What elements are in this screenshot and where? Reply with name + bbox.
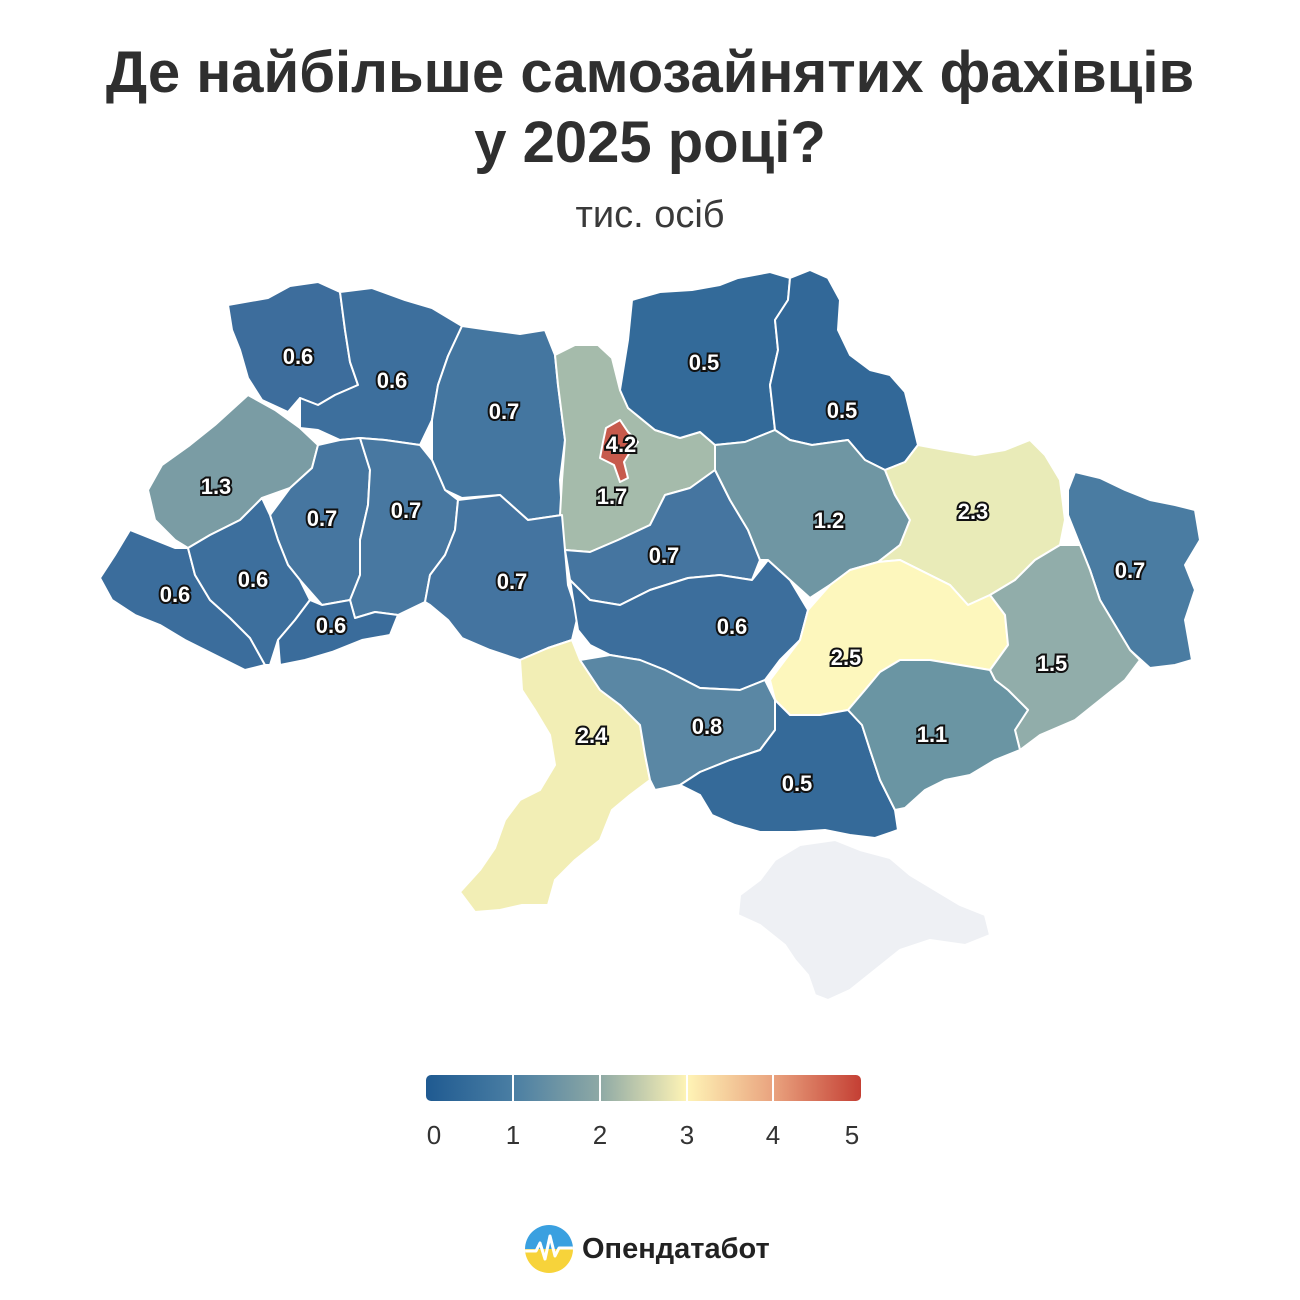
khmelnytskyi-region-value-label: 0.7: [391, 498, 422, 523]
volyn-region-value-label: 0.6: [283, 344, 314, 369]
legend-tick: 3: [679, 1120, 695, 1150]
legend-separator: [686, 1073, 688, 1103]
crimea-region: [737, 839, 991, 1001]
ternopil-region-value-label: 0.7: [307, 506, 338, 531]
dnipropetrovsk-region-value-label: 2.5: [831, 645, 862, 670]
zakarpattia-region-value-label: 0.6: [160, 582, 191, 607]
legend-separator: [599, 1073, 601, 1103]
zaporizhzhia-region-value-label: 1.1: [917, 722, 948, 747]
rivne-region-value-label: 0.6: [377, 368, 408, 393]
vinnytsia-region-value-label: 0.7: [497, 569, 528, 594]
regions-layer: [99, 269, 1201, 913]
legend-tick: 5: [844, 1120, 860, 1150]
mykolaiv-region-value-label: 0.8: [692, 714, 723, 739]
color-scale-legend: [426, 1073, 861, 1103]
legend-tick: 0: [426, 1120, 442, 1150]
donetsk-region-value-label: 1.5: [1037, 651, 1068, 676]
luhansk-region-value-label: 0.7: [1115, 558, 1146, 583]
legend-tick: 4: [765, 1120, 781, 1150]
kherson-region-value-label: 0.5: [782, 771, 813, 796]
kyiv-region-value-label: 1.7: [597, 484, 628, 509]
zaporizhzhia-region: [847, 659, 1029, 811]
labels-layer: 0.6 0.6 0.7 1.7 4.2 0.5 0.5 1.3 0.7 0.7 0.7 0.6 0.6 0…: [158, 342, 1148, 798]
chernihiv-region-value-label: 0.5: [689, 350, 720, 375]
legend-separator: [512, 1073, 514, 1103]
page-title: Де найбільше самозайнятих фахівців у 202…: [0, 38, 1300, 178]
legend-tick: 1: [505, 1120, 521, 1150]
chernivtsi-region-value-label: 0.6: [316, 613, 347, 638]
legend-tick: 2: [592, 1120, 608, 1150]
legend-separator: [772, 1073, 774, 1103]
lviv-region-value-label: 1.3: [201, 474, 232, 499]
title-line-1: Де найбільше самозайнятих фахівців: [105, 40, 1195, 105]
opendatabot-logo-icon: [525, 1225, 573, 1273]
zakarpattia-region: [99, 529, 266, 671]
zhytomyr-region-value-label: 0.7: [489, 399, 520, 424]
kharkiv-region-value-label: 2.3: [958, 499, 989, 524]
subtitle-units: тис. осіб: [575, 194, 725, 236]
odesa-region-value-label: 2.4: [577, 723, 608, 748]
cherkasy-region-value-label: 0.7: [649, 543, 680, 568]
title-line-2: у 2025 році?: [474, 110, 826, 175]
poltava-region-value-label: 1.2: [814, 508, 845, 533]
sumy-region-value-label: 0.5: [827, 398, 858, 423]
kirovohrad-region-value-label: 0.6: [717, 614, 748, 639]
ivano-frankivsk-region-value-label: 0.6: [238, 567, 269, 592]
brand-name: Опендатабот: [582, 1232, 770, 1265]
kyiv-city-value-label: 4.2: [606, 432, 637, 457]
kyiv-city: [599, 419, 639, 483]
chernivtsi-region: [277, 599, 399, 666]
color-scale-bar: [426, 1075, 861, 1101]
brand-footer: Опендатабот: [524, 1223, 770, 1275]
